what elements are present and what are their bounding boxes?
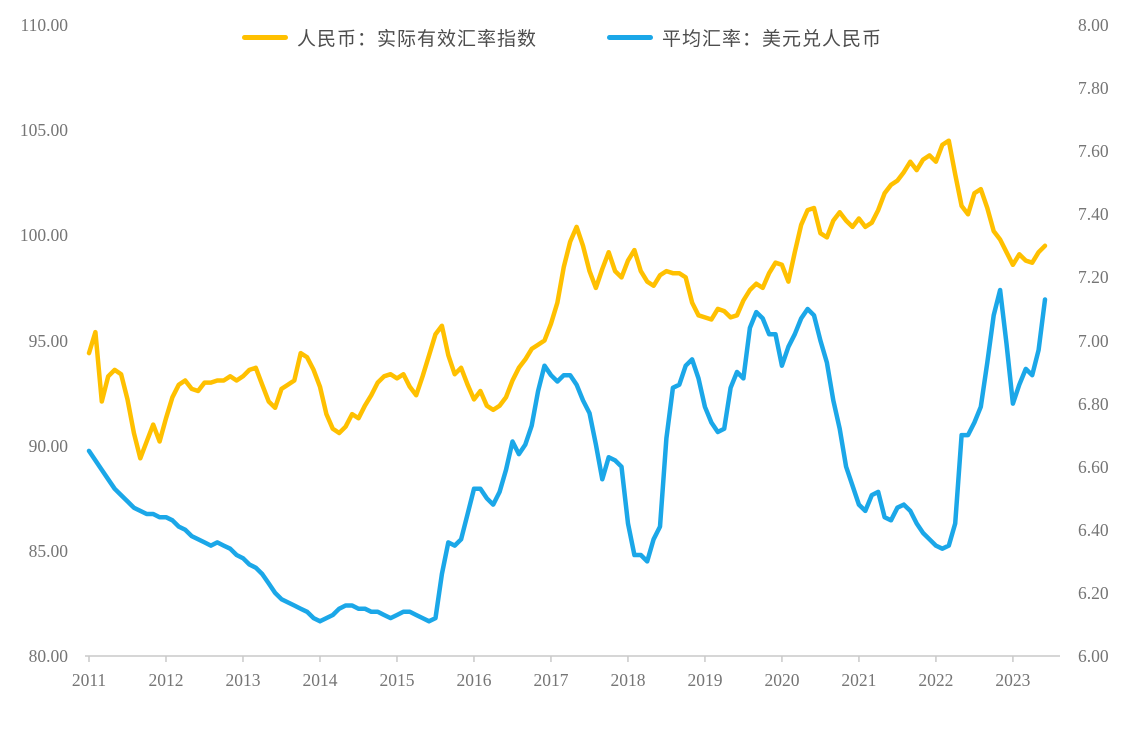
right-axis-tick-label: 6.80 <box>1078 393 1109 414</box>
legend-item-reer-index: 人民币：实际有效汇率指数 <box>242 24 537 51</box>
x-axis-year-label: 2012 <box>148 670 184 690</box>
left-axis-tick-label: 90.00 <box>28 435 68 456</box>
left-axis-tick-label: 105.00 <box>19 120 68 141</box>
right-axis-tick-label: 6.20 <box>1078 582 1109 603</box>
right-axis-tick-label: 6.00 <box>1078 646 1109 666</box>
x-axis-year-label: 2019 <box>687 670 723 690</box>
series-line-usdcny-rate <box>86 287 1048 624</box>
right-axis-tick-label: 7.20 <box>1078 267 1109 288</box>
x-axis-year-label: 2020 <box>764 670 800 690</box>
x-axis-year-label: 2014 <box>302 670 338 690</box>
x-axis-year-label: 2016 <box>456 670 492 690</box>
left-axis-tick-label: 95.00 <box>28 330 68 351</box>
right-axis-tick-label: 7.40 <box>1078 204 1109 225</box>
legend-swatch-reer-icon <box>242 35 288 40</box>
left-axis-tick-label: 85.00 <box>28 540 68 561</box>
x-axis-year-label: 2015 <box>379 670 415 690</box>
right-axis-tick-label: 8.00 <box>1078 15 1109 35</box>
x-axis-year-label: 2013 <box>225 670 261 690</box>
x-axis-year-label: 2022 <box>918 670 954 690</box>
series-line-reer-index <box>86 138 1048 461</box>
x-axis-year-label: 2017 <box>533 670 569 690</box>
legend-swatch-usdcny-icon <box>607 35 653 40</box>
x-axis-year-label: 2011 <box>71 670 107 690</box>
right-axis-tick-label: 6.60 <box>1078 456 1109 477</box>
right-axis-tick-label: 7.00 <box>1078 330 1109 351</box>
x-axis-year-label: 2021 <box>841 670 877 690</box>
right-axis-tick-label: 7.60 <box>1078 141 1109 162</box>
x-axis-year-label: 2018 <box>610 670 646 690</box>
legend-label-reer: 人民币：实际有效汇率指数 <box>297 29 538 50</box>
right-axis-tick-label: 6.40 <box>1078 519 1109 540</box>
left-axis-tick-label: 80.00 <box>28 646 68 666</box>
legend-label-usdcny: 平均汇率：美元兑人民币 <box>662 29 883 50</box>
left-axis-tick-label: 100.00 <box>19 225 68 246</box>
right-axis-tick-label: 7.80 <box>1078 78 1109 99</box>
x-axis-year-label: 2023 <box>995 670 1031 690</box>
legend-item-usdcny-rate: 平均汇率：美元兑人民币 <box>607 24 882 51</box>
left-axis-tick-label: 110.00 <box>20 15 68 35</box>
x-axis-ticks <box>88 656 1014 662</box>
